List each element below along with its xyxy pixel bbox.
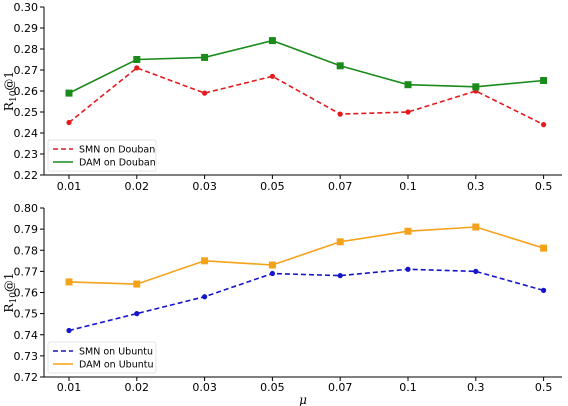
x-tick-label: 0.07 bbox=[328, 180, 353, 193]
data-point bbox=[540, 244, 548, 252]
x-tick-label: 0.03 bbox=[192, 381, 217, 394]
x-tick-label: 0.02 bbox=[125, 381, 150, 394]
y-tick-label: 0.22 bbox=[14, 169, 39, 182]
y-axis-label: R10@1 bbox=[2, 71, 19, 111]
data-point bbox=[337, 111, 343, 117]
y-tick-label: 0.25 bbox=[14, 106, 39, 119]
data-point bbox=[541, 287, 547, 293]
y-tick-label: 0.24 bbox=[14, 127, 39, 140]
y-tick-label: 0.29 bbox=[14, 22, 39, 35]
y-tick-label: 0.80 bbox=[14, 202, 39, 215]
y-tick-label: 0.72 bbox=[14, 371, 39, 384]
data-point bbox=[202, 294, 208, 300]
x-tick-label: 0.01 bbox=[57, 381, 82, 394]
legend: SMN on Douban DAM on Douban bbox=[47, 139, 157, 172]
y-tick-label: 0.28 bbox=[14, 43, 39, 56]
data-point bbox=[404, 81, 412, 89]
y-tick-label: 0.27 bbox=[14, 64, 39, 77]
data-point bbox=[473, 268, 479, 274]
data-point bbox=[65, 278, 73, 286]
data-point bbox=[134, 65, 140, 71]
data-point bbox=[336, 62, 344, 70]
ubuntu-panel: 0.72 0.73 0.74 0.75 0.76 0.77 0.78 0.79 0.80 0.01… bbox=[2, 202, 562, 406]
data-point bbox=[201, 257, 209, 265]
data-point bbox=[269, 270, 275, 277]
series-line-dam-on-ubuntu bbox=[68, 226, 544, 285]
data-point bbox=[201, 53, 209, 61]
y-tick-label: 0.76 bbox=[14, 287, 39, 300]
series-line-dam-on-douban bbox=[68, 39, 544, 94]
data-point bbox=[202, 90, 208, 96]
data-point bbox=[404, 227, 412, 235]
x-tick-label: 0.3 bbox=[467, 180, 485, 193]
data-point bbox=[133, 56, 141, 63]
douban-panel: 0.22 0.23 0.24 0.25 0.26 0.27 0.28 0.29 0.30 0.01… bbox=[2, 1, 562, 193]
data-point bbox=[541, 122, 547, 128]
x-tick-label: 0.5 bbox=[535, 180, 553, 193]
y-axis-label: R10@1 bbox=[2, 272, 19, 312]
data-point bbox=[134, 311, 140, 317]
x-tick-label: 0.01 bbox=[57, 180, 82, 193]
data-point bbox=[405, 109, 411, 115]
legend-label: SMN on Douban bbox=[79, 145, 155, 156]
series-line-smn-on-ubuntu bbox=[68, 268, 544, 332]
data-point bbox=[66, 119, 72, 126]
data-point bbox=[472, 223, 480, 231]
y-tick-label: 0.78 bbox=[14, 244, 39, 257]
legend: SMN on Ubuntu DAM on Ubuntu bbox=[47, 341, 157, 374]
data-point bbox=[472, 83, 480, 91]
legend-box bbox=[47, 139, 157, 172]
x-tick-label: 0.3 bbox=[467, 381, 485, 394]
y-tick-label: 0.73 bbox=[14, 350, 39, 363]
x-tick-label: 0.5 bbox=[535, 381, 553, 394]
legend-label: DAM on Ubuntu bbox=[79, 360, 154, 371]
legend-label: DAM on Douban bbox=[79, 158, 156, 169]
x-tick-label: 0.07 bbox=[328, 381, 353, 394]
data-point bbox=[269, 73, 275, 79]
x-tick-label: 0.03 bbox=[192, 180, 217, 193]
data-point bbox=[336, 238, 344, 246]
y-tick-label: 0.77 bbox=[14, 265, 39, 278]
legend-box bbox=[47, 341, 157, 374]
x-tick-label: 0.1 bbox=[399, 180, 417, 193]
y-tick-label: 0.74 bbox=[14, 329, 39, 342]
data-point bbox=[337, 273, 343, 279]
legend-label: SMN on Ubuntu bbox=[79, 347, 153, 358]
y-tick-label: 0.26 bbox=[14, 85, 39, 98]
x-tick-label: 0.05 bbox=[260, 381, 285, 394]
data-point bbox=[268, 37, 276, 45]
data-point bbox=[268, 261, 276, 269]
x-tick-label: 0.05 bbox=[260, 180, 285, 193]
data-point bbox=[405, 266, 411, 272]
y-tick-label: 0.75 bbox=[14, 308, 39, 321]
x-axis-label: μ bbox=[299, 393, 307, 406]
data-point bbox=[65, 89, 73, 97]
x-tick-label: 0.02 bbox=[125, 180, 150, 193]
data-point bbox=[540, 77, 548, 84]
x-tick-label: 0.1 bbox=[399, 381, 417, 394]
data-point bbox=[66, 327, 72, 334]
series-line-smn-on-douban bbox=[68, 66, 544, 126]
y-tick-label: 0.79 bbox=[14, 223, 39, 236]
data-point bbox=[133, 280, 141, 288]
y-tick-label: 0.30 bbox=[14, 1, 39, 14]
y-tick-label: 0.23 bbox=[14, 148, 39, 161]
